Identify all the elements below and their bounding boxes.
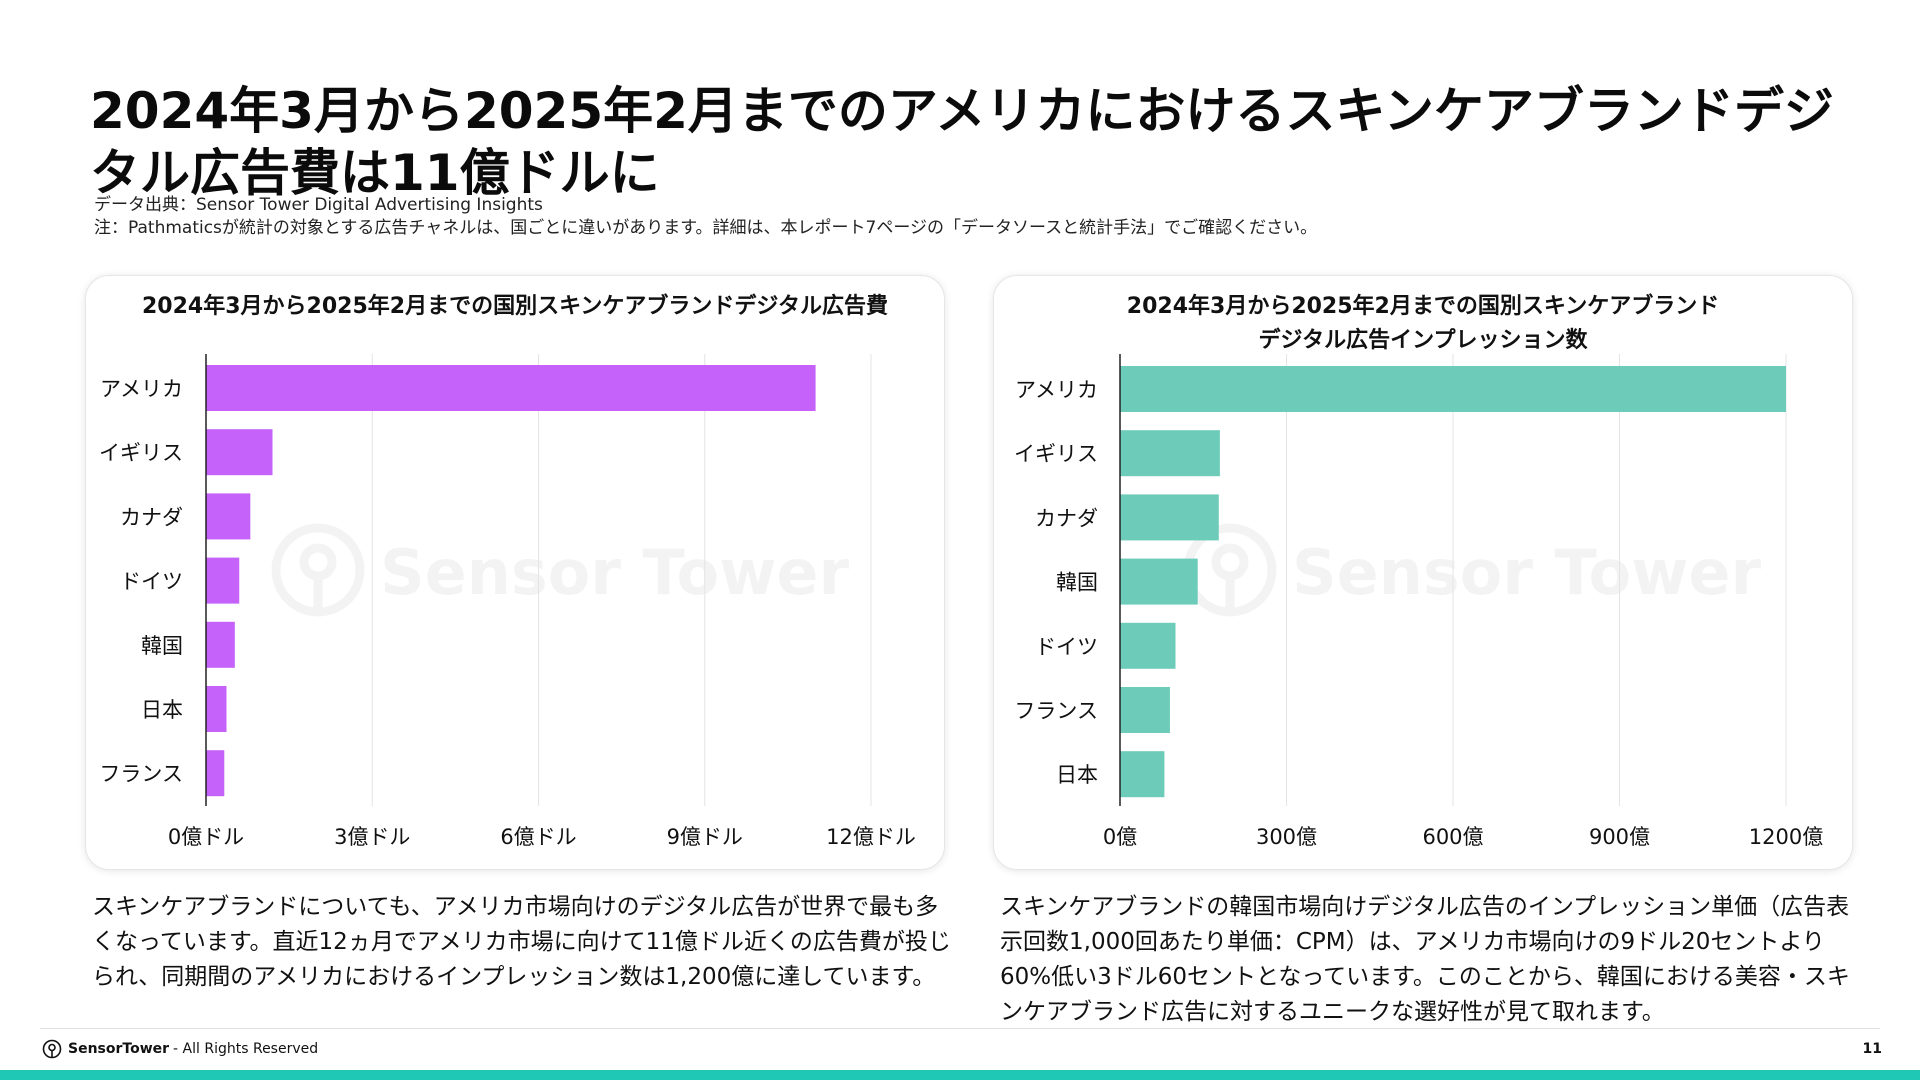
- bar-1: [1120, 430, 1220, 477]
- watermark: Sensor Tower: [271, 523, 849, 617]
- category-label: フランス: [1014, 699, 1098, 723]
- data-source-line: データ出典：Sensor Tower Digital Advertising I…: [94, 195, 543, 215]
- impressions-chart-title: 2024年3月から2025年2月までの国別スキンケアブランド デジタル広告インプ…: [1126, 294, 1720, 353]
- x-tick-label: 0億: [1103, 825, 1137, 849]
- category-label: カナダ: [120, 505, 183, 529]
- category-label: カナダ: [1035, 506, 1098, 530]
- x-tick-label: 3億ドル: [334, 825, 410, 849]
- footer-logo: SensorTower - All Rights Reserved: [42, 1039, 318, 1059]
- category-label: フランス: [99, 762, 183, 786]
- page-title: 2024年3月から2025年2月までのアメリカにおけるスキンケアブランドデジタル…: [90, 82, 1834, 202]
- bar-3: [1120, 558, 1198, 605]
- category-label: ドイツ: [120, 570, 183, 594]
- x-tick-label: 6億ドル: [500, 825, 576, 849]
- bar-2: [1120, 494, 1219, 541]
- watermark-logo-inner-icon: [1211, 543, 1249, 581]
- spend-description-paragraph: スキンケアブランドについても、アメリカ市場向けのデジタル広告が世界で最も多くなっ…: [92, 894, 951, 990]
- footer-brand: SensorTower: [68, 1041, 170, 1057]
- category-label: 日本: [141, 698, 183, 722]
- x-tick-label: 9億ドル: [667, 825, 743, 849]
- watermark-logo-icon: [271, 523, 365, 617]
- category-label: アメリカ: [1015, 378, 1098, 402]
- footer-divider: [40, 1028, 1880, 1029]
- ad-spend-chart-title: 2024年3月から2025年2月までの国別スキンケアブランドデジタル広告費: [142, 294, 888, 319]
- x-tick-label: 600億: [1422, 825, 1483, 849]
- watermark-text: Sensor Tower: [380, 536, 849, 609]
- footer-rights: - All Rights Reserved: [173, 1041, 319, 1057]
- bar-3: [206, 557, 240, 604]
- page-number: 11: [1862, 1041, 1882, 1057]
- bar-1: [206, 429, 273, 476]
- note-line: 注：Pathmaticsが統計の対象とする広告チャネルは、国ごとに違いがあります…: [94, 218, 1318, 238]
- bar-6: [206, 750, 225, 797]
- category-label: イギリス: [1014, 442, 1098, 466]
- category-label: ドイツ: [1035, 635, 1098, 659]
- ad-spend-chart-card: 2024年3月から2025年2月までの国別スキンケアブランドデジタル広告費 Se…: [85, 275, 945, 870]
- cpm-description-paragraph: スキンケアブランドの韓国市場向けデジタル広告のインプレッション単価（広告表示回数…: [1000, 894, 1850, 1025]
- bar-4: [206, 621, 235, 668]
- bar-0: [1120, 366, 1786, 412]
- impressions-chart-card: 2024年3月から2025年2月までの国別スキンケアブランド デジタル広告インプ…: [993, 275, 1853, 870]
- x-tick-label: 1200億: [1749, 825, 1823, 849]
- category-label: イギリス: [99, 441, 183, 465]
- watermark-text: Sensor Tower: [1292, 536, 1761, 609]
- x-tick-label: 300億: [1256, 825, 1317, 849]
- bar-5: [1120, 687, 1170, 733]
- category-label: アメリカ: [100, 377, 183, 401]
- bar-0: [206, 365, 816, 411]
- category-label: 韓国: [141, 634, 183, 658]
- sensor-tower-logo-icon: [42, 1039, 62, 1059]
- bar-6: [1120, 751, 1165, 798]
- source-notes: データ出典：Sensor Tower Digital Advertising I…: [94, 194, 1317, 240]
- watermark: Sensor Tower: [1183, 523, 1761, 617]
- x-tick-label: 0億ドル: [168, 825, 244, 849]
- bar-4: [1120, 622, 1176, 669]
- category-label: 日本: [1056, 763, 1098, 787]
- watermark-logo-inner-icon: [299, 543, 337, 581]
- x-tick-label: 900億: [1589, 825, 1650, 849]
- bottom-accent-bar: [0, 1070, 1920, 1080]
- bar-5: [206, 686, 227, 732]
- bar-2: [206, 493, 251, 540]
- x-tick-label: 12億ドル: [826, 825, 916, 849]
- category-label: 韓国: [1056, 571, 1098, 595]
